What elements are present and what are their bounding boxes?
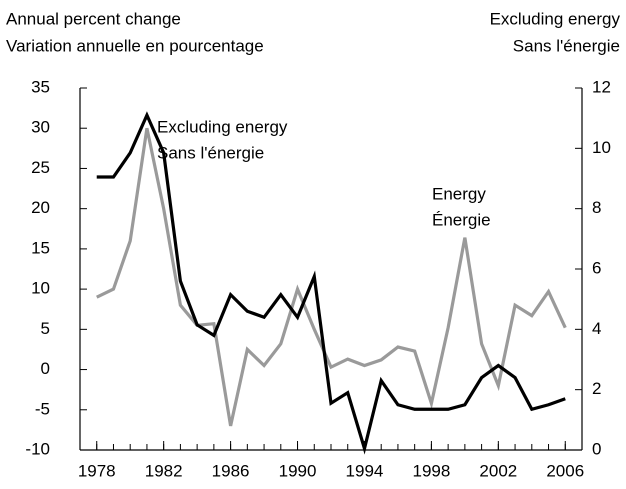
y2-axis-label: Sans l'énergie (513, 36, 620, 55)
y-tick-label: 30 (31, 118, 50, 137)
y2-tick-label: 6 (592, 258, 601, 277)
y-tick-label: 5 (41, 319, 50, 338)
y2-tick-label: 4 (592, 319, 601, 338)
y2-tick-label: 2 (592, 379, 601, 398)
y-tick-label: -5 (35, 399, 50, 418)
x-tick-label: 1986 (212, 461, 250, 480)
y2-tick-label: 12 (592, 77, 611, 96)
series-label: Sans l'énergie (157, 143, 264, 162)
series-label: Énergie (432, 210, 491, 229)
y-tick-label: 25 (31, 158, 50, 177)
series-line (96, 111, 566, 455)
y-axis-label: Annual percent change (6, 9, 181, 28)
y-axis-label: Variation annuelle en pourcentage (6, 36, 264, 55)
y-tick-label: 10 (31, 279, 50, 298)
x-tick-label: 2002 (479, 461, 517, 480)
x-tick-label: 1998 (412, 461, 450, 480)
y-tick-label: 20 (31, 198, 50, 217)
y2-tick-label: 8 (592, 198, 601, 217)
y-tick-label: 15 (31, 238, 50, 257)
series-line (96, 127, 567, 427)
y2-tick-label: 10 (592, 138, 611, 157)
x-tick-label: 1982 (145, 461, 183, 480)
x-tick-label: 1978 (78, 461, 116, 480)
y-tick-label: -10 (25, 439, 50, 458)
x-tick-label: 1990 (279, 461, 317, 480)
series-label: Energy (432, 184, 486, 203)
y2-tick-label: 0 (592, 439, 601, 458)
y-tick-label: 0 (41, 359, 50, 378)
y2-axis-label: Excluding energy (490, 9, 621, 28)
series-label: Excluding energy (157, 117, 288, 136)
x-tick-label: 2006 (546, 461, 584, 480)
x-tick-label: 1994 (346, 461, 384, 480)
y-tick-label: 35 (31, 77, 50, 96)
